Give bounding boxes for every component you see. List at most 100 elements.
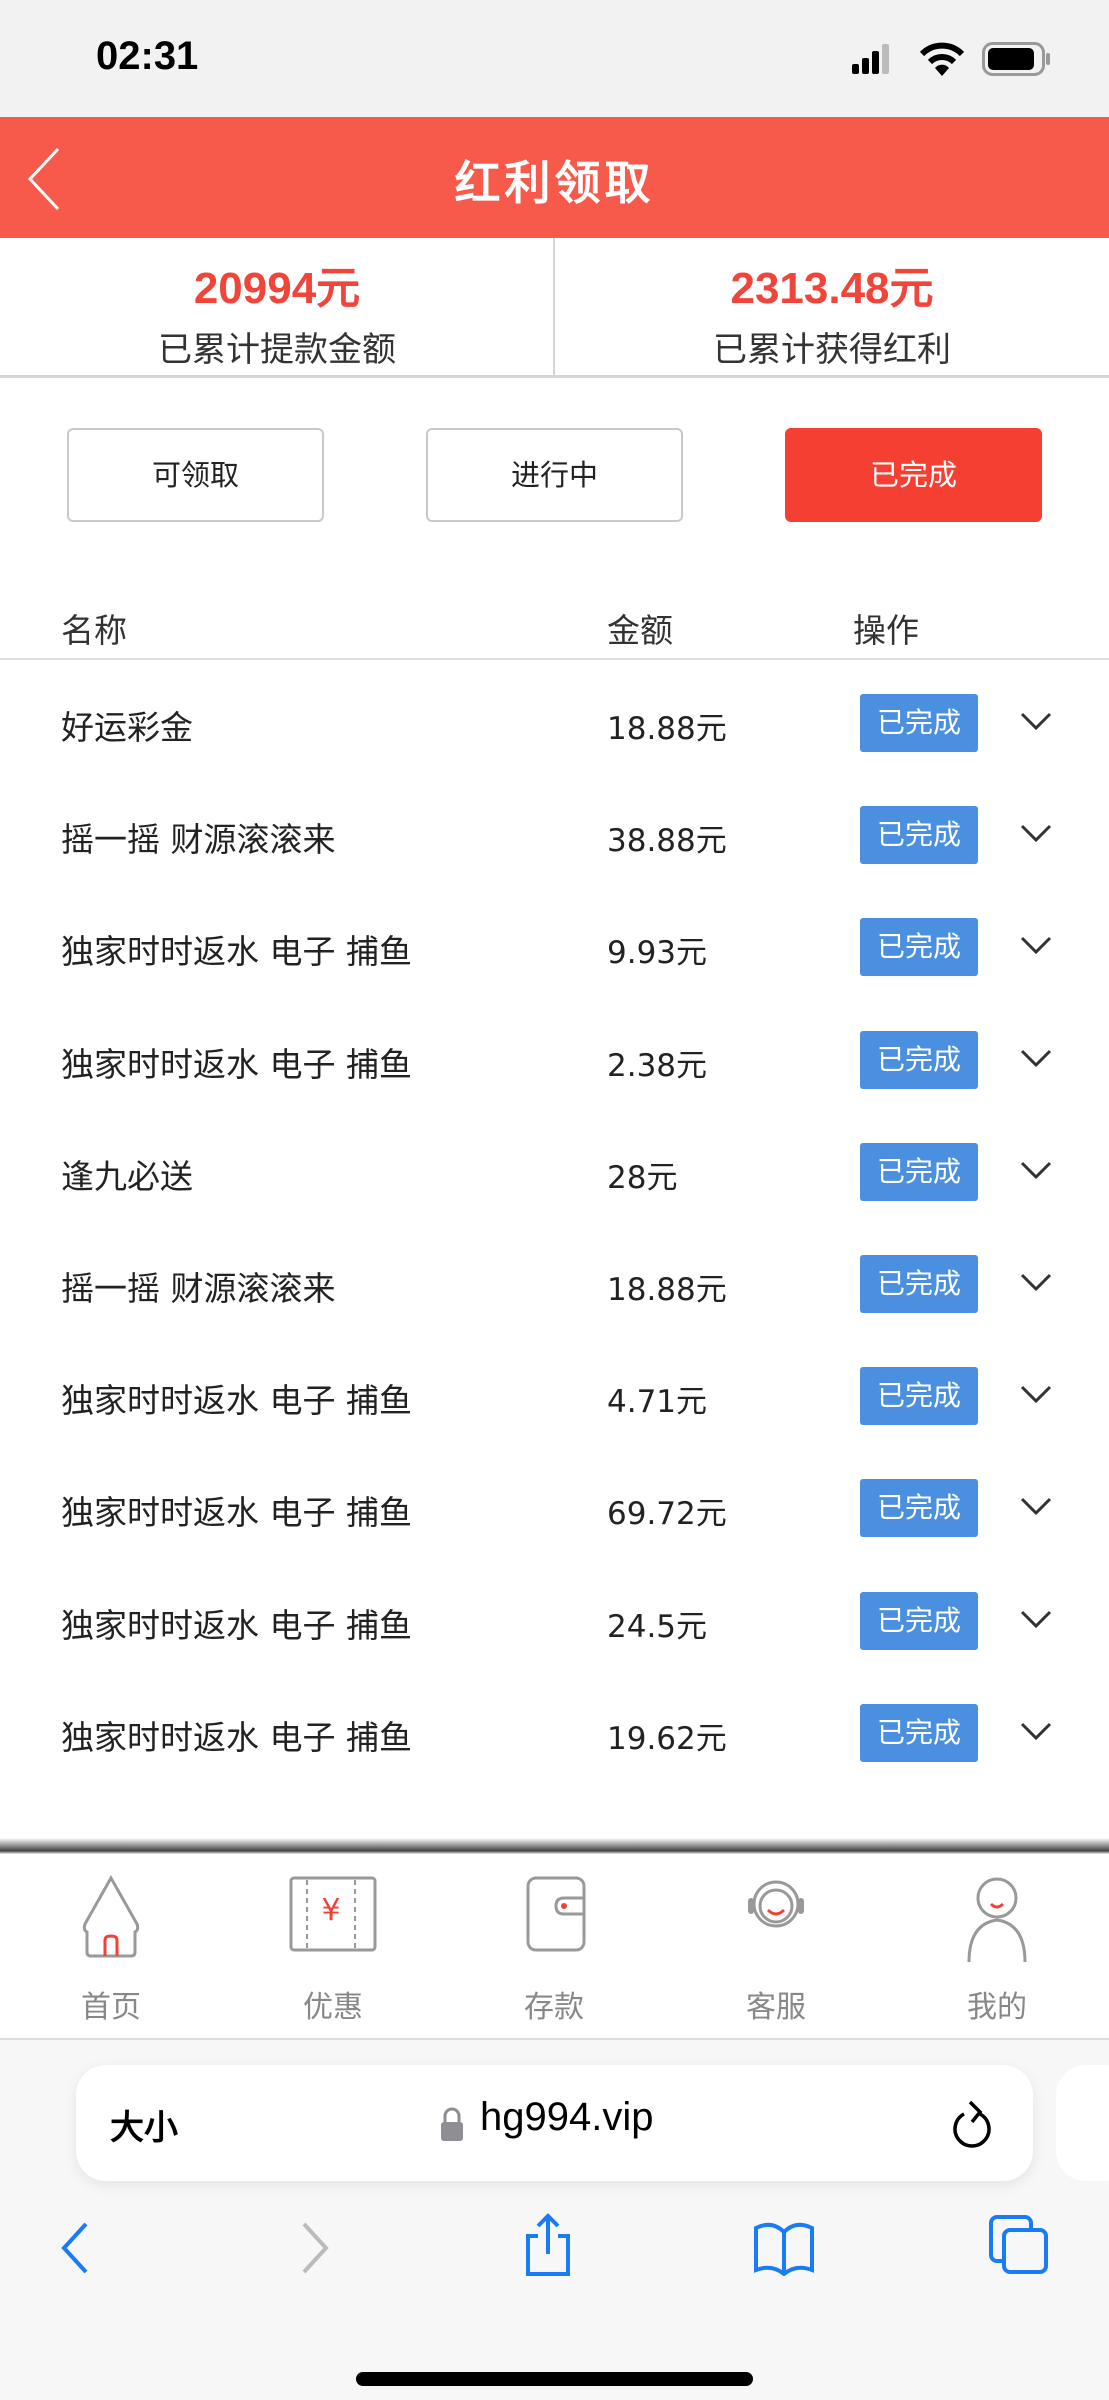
status-bar: 02:31 — [0, 0, 1109, 117]
headset-icon — [748, 1880, 804, 1928]
forward-nav-icon[interactable] — [300, 2222, 330, 2274]
nav-home[interactable]: 首页 — [31, 1854, 191, 2040]
tab-claimable[interactable]: 可领取 — [67, 428, 324, 522]
stat-value: 20994元 — [193, 264, 361, 313]
status-badge[interactable]: 已完成 — [860, 1367, 978, 1426]
bonus-name: 摇一摇 财源滚滚来 — [61, 1269, 336, 1308]
status-badge[interactable]: 已完成 — [860, 918, 978, 977]
table-row: 独家时时返水 电子 捕鱼 24.5元 已完成 — [0, 1565, 1109, 1677]
wallet-icon — [526, 1876, 586, 1952]
table-row: 逢九必送 28元 已完成 — [0, 1116, 1109, 1228]
table-row: 独家时时返水 电子 捕鱼 19.62元 已完成 — [0, 1677, 1109, 1789]
wifi-icon — [920, 42, 964, 76]
table-row: 好运彩金 18.88元 已完成 — [0, 667, 1109, 779]
divider — [0, 1838, 1109, 1854]
status-badge[interactable]: 已完成 — [860, 1142, 978, 1201]
bonus-amount: 24.5元 — [607, 1608, 708, 1645]
next-tab-preview[interactable] — [1056, 2065, 1109, 2181]
tab-in-progress[interactable]: 进行中 — [426, 428, 683, 522]
bonus-name: 逢九必送 — [61, 1156, 193, 1196]
address-bar[interactable] — [76, 2065, 1033, 2181]
chevron-down-icon[interactable] — [1018, 1601, 1054, 1637]
table-row: 独家时时返水 电子 捕鱼 2.38元 已完成 — [0, 1004, 1109, 1116]
nav-profile[interactable]: 我的 — [917, 1854, 1077, 2040]
page-title: 红利领取 — [454, 156, 655, 210]
bonus-name: 独家时时返水 电子 捕鱼 — [61, 1605, 412, 1645]
page-header: 红利领取 — [0, 117, 1109, 238]
chevron-down-icon[interactable] — [1018, 703, 1054, 739]
status-time: 02:31 — [96, 34, 199, 78]
nav-label: 客服 — [746, 1990, 806, 2025]
status-badge[interactable]: 已完成 — [860, 806, 978, 865]
bonus-name: 独家时时返水 电子 捕鱼 — [61, 1717, 412, 1757]
bonus-amount: 9.93元 — [607, 935, 708, 972]
bonus-name: 独家时时返水 电子 捕鱼 — [61, 1044, 412, 1084]
status-badge[interactable]: 已完成 — [860, 1479, 978, 1538]
bonus-amount: 18.88元 — [607, 1272, 727, 1308]
coupon-icon: ¥ — [289, 1876, 377, 1952]
status-badge[interactable]: 已完成 — [860, 1591, 978, 1650]
url-text[interactable]: hg994.vip — [480, 2095, 654, 2139]
bonus-name: 摇一摇 财源滚滚来 — [61, 820, 336, 860]
bonus-total: 2313.48元已累计获得红利 — [555, 238, 1109, 375]
chevron-down-icon[interactable] — [1018, 1376, 1054, 1412]
back-icon[interactable] — [26, 147, 60, 211]
stat-value: 2313.48元 — [730, 264, 934, 313]
bonus-amount: 18.88元 — [607, 711, 727, 747]
bottom-nav: 首页 ¥ 优惠 存款 客服 我的 — [0, 1854, 1109, 2040]
lock-icon — [441, 2107, 463, 2141]
column-header-name: 名称 — [61, 611, 127, 650]
stat-label: 已累计提款金额 — [158, 330, 396, 370]
back-nav-icon[interactable] — [60, 2222, 90, 2274]
nav-label: 优惠 — [303, 1990, 363, 2025]
bonus-amount: 19.62元 — [607, 1720, 727, 1757]
tab-completed[interactable]: 已完成 — [785, 428, 1042, 522]
user-icon — [967, 1877, 1027, 1963]
chevron-down-icon[interactable] — [1018, 1040, 1054, 1076]
divider — [553, 238, 555, 378]
nav-label: 存款 — [524, 1990, 584, 2025]
svg-text:¥: ¥ — [321, 1893, 340, 1928]
tabs-icon[interactable] — [988, 2214, 1050, 2276]
withdrawn-total: 20994元已累计提款金额 — [0, 238, 554, 375]
bonus-name: 独家时时返水 电子 捕鱼 — [61, 1493, 412, 1533]
battery-icon — [982, 42, 1050, 76]
chevron-down-icon[interactable] — [1018, 1713, 1054, 1749]
table-row: 独家时时返水 电子 捕鱼 4.71元 已完成 — [0, 1340, 1109, 1452]
status-badge[interactable]: 已完成 — [860, 694, 978, 752]
chevron-down-icon[interactable] — [1018, 1488, 1054, 1524]
nav-promotions[interactable]: ¥ 优惠 — [253, 1854, 413, 2040]
chevron-down-icon[interactable] — [1018, 815, 1054, 851]
column-header-amount: 金额 — [607, 611, 673, 650]
divider — [0, 658, 1109, 660]
bonus-name: 好运彩金 — [61, 708, 193, 747]
home-indicator — [356, 2372, 753, 2386]
chevron-down-icon[interactable] — [1018, 1264, 1054, 1300]
column-header-action: 操作 — [853, 611, 919, 650]
chevron-down-icon[interactable] — [1018, 1152, 1054, 1188]
table-row: 摇一摇 财源滚滚来 38.88元 已完成 — [0, 779, 1109, 891]
stat-label: 已累计获得红利 — [713, 330, 951, 370]
bonus-amount: 38.88元 — [607, 823, 727, 860]
home-icon — [82, 1874, 140, 1958]
nav-support[interactable]: 客服 — [696, 1854, 856, 2040]
reload-icon[interactable] — [950, 2100, 994, 2152]
status-badge[interactable]: 已完成 — [860, 1255, 978, 1313]
nav-label: 首页 — [81, 1990, 141, 2025]
chevron-down-icon[interactable] — [1018, 927, 1054, 963]
bonus-amount: 4.71元 — [607, 1384, 708, 1421]
status-badge[interactable]: 已完成 — [860, 1030, 978, 1089]
bonus-amount: 28元 — [607, 1159, 678, 1196]
table-row: 摇一摇 财源滚滚来 18.88元 已完成 — [0, 1228, 1109, 1340]
table-row: 独家时时返水 电子 捕鱼 9.93元 已完成 — [0, 891, 1109, 1003]
signal-icon — [852, 44, 889, 74]
status-badge[interactable]: 已完成 — [860, 1703, 978, 1762]
bonus-name: 独家时时返水 电子 捕鱼 — [61, 932, 412, 972]
text-size-button[interactable]: 大小 — [110, 2108, 178, 2148]
nav-label: 我的 — [967, 1990, 1027, 2025]
share-icon[interactable] — [522, 2212, 574, 2278]
bonus-name: 独家时时返水 电子 捕鱼 — [61, 1381, 412, 1421]
bookmarks-icon[interactable] — [752, 2220, 816, 2276]
nav-deposit[interactable]: 存款 — [474, 1854, 634, 2040]
bonus-amount: 69.72元 — [607, 1496, 727, 1533]
